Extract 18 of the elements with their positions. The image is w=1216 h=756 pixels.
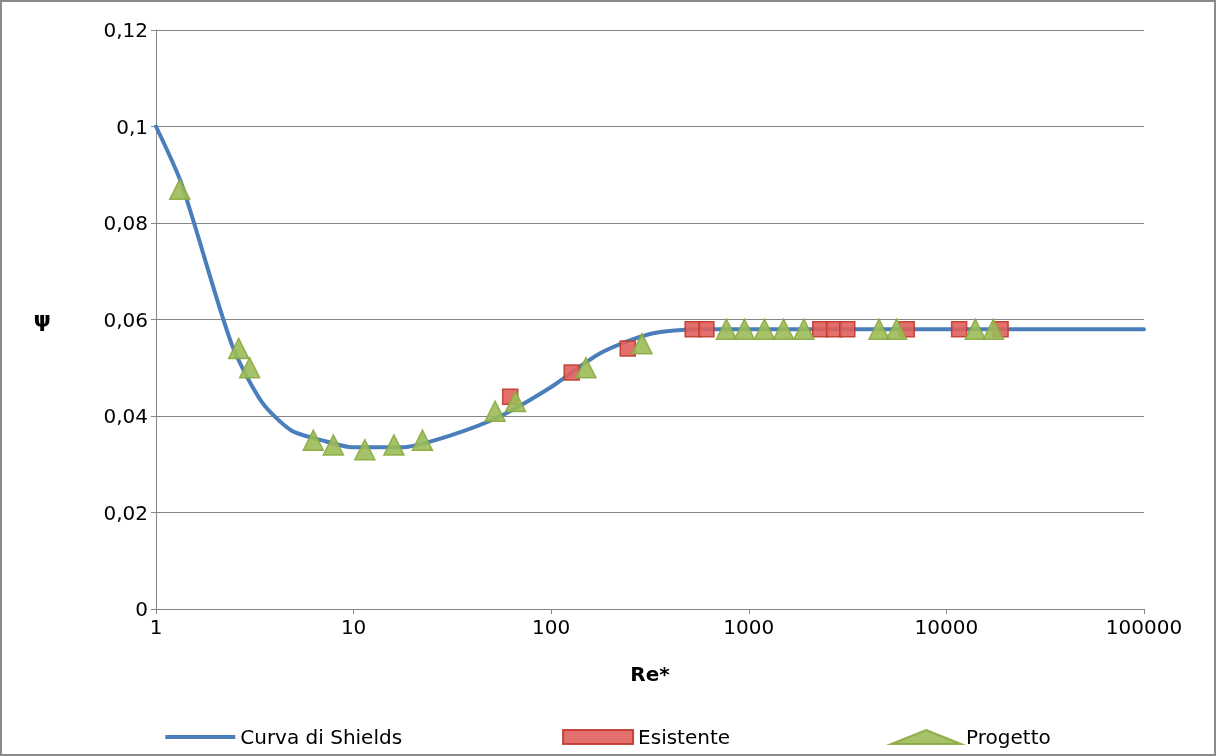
x-tick-label: 1000	[723, 615, 775, 639]
y-tick-label: 0,12	[103, 18, 148, 42]
x-tick-label: 100	[532, 615, 571, 639]
x-axis-title: Re*	[630, 662, 671, 686]
legend-label: Progetto	[966, 725, 1051, 749]
legend-label: Esistente	[638, 725, 731, 749]
y-tick-label: 0,02	[103, 500, 148, 525]
y-axis-title: ψ	[33, 307, 51, 332]
y-tick-label: 0,08	[103, 211, 148, 235]
x-tick-label: 10000	[914, 615, 979, 639]
legend-label: Curva di Shields	[240, 725, 403, 749]
x-tick-label: 10	[340, 615, 367, 639]
x-tick-label: 100000	[1105, 615, 1183, 639]
y-tick-label: 0,1	[116, 114, 148, 139]
y-tick-label: 0,06	[103, 307, 148, 332]
y-tick-label: 0,04	[103, 404, 148, 428]
x-tick-label: 1	[149, 615, 163, 639]
y-tick-label: 0	[135, 597, 148, 621]
